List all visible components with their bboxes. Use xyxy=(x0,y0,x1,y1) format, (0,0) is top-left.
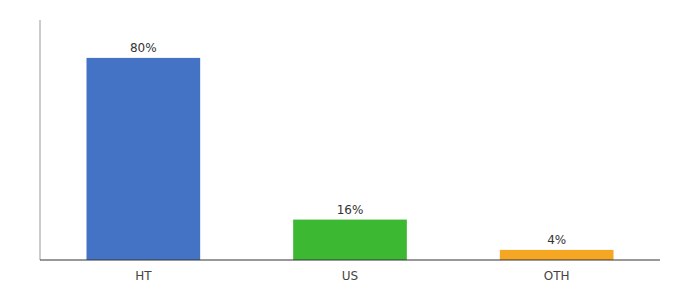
data-label: 80% xyxy=(130,41,157,55)
x-tick-label: OTH xyxy=(544,269,570,283)
bar xyxy=(500,250,614,260)
y-axis-line xyxy=(40,20,41,260)
data-label: 16% xyxy=(337,203,364,217)
bar xyxy=(293,220,407,260)
x-tick-label: US xyxy=(342,269,358,283)
bar xyxy=(87,58,201,260)
x-tick-label: HT xyxy=(135,269,152,283)
data-label: 4% xyxy=(547,233,566,247)
x-axis-line xyxy=(40,260,660,261)
chart: 80% 16% 4% HT US OTH xyxy=(0,0,680,300)
